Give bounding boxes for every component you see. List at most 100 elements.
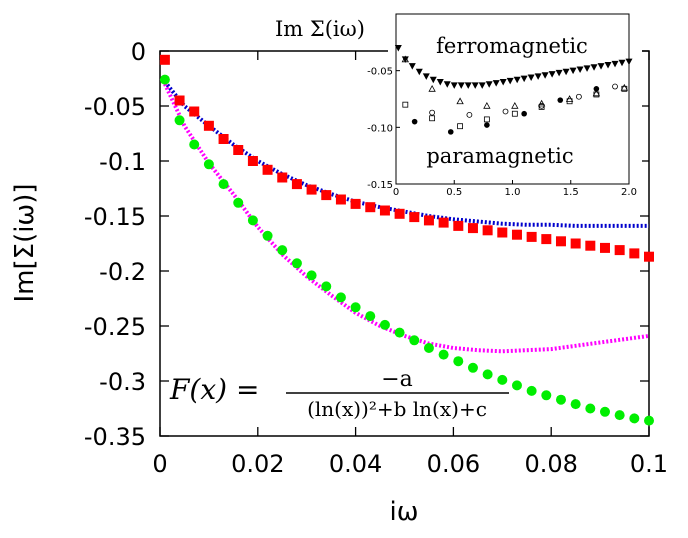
inset-point-triangle-down <box>604 62 612 69</box>
data-point-square <box>335 194 346 205</box>
inset-point-triangle-down <box>457 82 465 89</box>
inset-point-triangle-down <box>520 75 528 83</box>
data-point-circle <box>438 349 449 360</box>
y-axis-label: Im[Σ(iω)] <box>10 184 40 303</box>
data-point-square <box>306 184 317 195</box>
formula-annotation: F(x) = −a (ln(x))²+b ln(x)+c <box>169 367 509 421</box>
data-point-circle <box>233 197 244 208</box>
data-point-circle <box>541 390 552 401</box>
inset-tick-marks <box>395 70 630 185</box>
inset-point-triangle-down <box>429 76 437 84</box>
inset-title: Im Σ(iω) <box>275 17 365 41</box>
data-point-square <box>203 120 214 131</box>
data-point-square <box>379 205 390 216</box>
data-point-circle <box>614 410 625 421</box>
x-tick-label: 0.06 <box>427 450 480 478</box>
data-point-circle <box>570 399 581 410</box>
inset-point-triangle-down <box>485 81 493 88</box>
data-point-circle <box>409 335 420 346</box>
y-tick-label: -0.15 <box>84 203 146 231</box>
data-point-circle <box>203 159 214 170</box>
inset-point-circle-filled <box>557 97 564 103</box>
inset-point-square <box>593 91 600 98</box>
data-point-circle <box>511 380 522 391</box>
data-point-square <box>570 238 581 249</box>
inset-x-tick-label: 1.0 <box>505 187 521 198</box>
inset-x-tick-label: 1.5 <box>563 187 579 198</box>
data-point-square <box>438 217 449 228</box>
data-point-square <box>467 223 478 234</box>
inset-x-tick-label: 0 <box>393 187 399 198</box>
inset-point-triangle-down <box>401 56 409 63</box>
data-point-circle <box>555 394 566 405</box>
inset-point-square <box>429 115 436 122</box>
data-point-circle <box>189 139 200 150</box>
inset-x-tick-label: 2.0 <box>621 187 637 198</box>
data-point-circle <box>394 327 405 338</box>
y-tick-label: -0.25 <box>84 313 146 341</box>
inset-point-triangle-down <box>422 73 430 80</box>
data-point-square <box>629 248 640 259</box>
data-point-circle <box>379 319 390 330</box>
data-point-circle <box>423 343 434 353</box>
data-point-square <box>350 198 361 209</box>
data-point-square <box>423 215 434 226</box>
inset-point-triangle-down <box>555 69 563 77</box>
x-axis-label: iω <box>390 497 419 527</box>
inset-point-triangle-up <box>537 99 546 107</box>
data-point-circle <box>159 74 170 85</box>
data-point-square <box>394 208 405 219</box>
inset-point-triangle-down <box>527 74 535 81</box>
inset-point-triangle-down <box>548 71 556 78</box>
data-point-square <box>321 190 332 201</box>
data-point-square <box>599 242 610 253</box>
x-tick-label: 0.04 <box>329 450 382 478</box>
inset-y-tick-label: -0.05 <box>367 67 393 78</box>
data-point-square <box>365 202 376 213</box>
inset-point-triangle-down <box>450 82 458 89</box>
data-point-circle <box>306 270 317 281</box>
formula-denominator: (ln(x))²+b ln(x)+c <box>307 397 487 421</box>
data-point-square <box>511 229 522 240</box>
data-point-circle <box>321 281 332 292</box>
inset-point-triangle-down <box>464 82 472 89</box>
data-point-square <box>247 156 258 166</box>
data-point-circle <box>335 292 346 303</box>
inset-point-square <box>566 98 573 105</box>
inset-point-square <box>621 85 628 92</box>
data-point-circle <box>350 302 361 313</box>
inset-point-triangle-down <box>415 68 423 76</box>
y-tick-label: -0.1 <box>99 148 146 176</box>
data-point-circle <box>247 215 258 226</box>
inset-point-triangle-down <box>471 82 479 89</box>
inset-point-circle-filled <box>593 86 600 92</box>
data-point-circle <box>218 179 229 190</box>
x-tick-label: 0.02 <box>231 450 284 478</box>
x-tick-label: 0.08 <box>524 450 577 478</box>
inset-point-circle-filled <box>411 118 418 125</box>
inset-point-triangle-down <box>611 60 619 68</box>
inset-point-circle-filled <box>484 122 490 128</box>
data-point-square <box>526 231 537 242</box>
inset-point-square <box>457 123 463 130</box>
data-point-square <box>189 106 200 117</box>
inset-point-triangle-up <box>401 55 409 63</box>
inset-y-tick-label: -0.10 <box>367 123 393 134</box>
main-x-tick-labels: 0 0.02 0.04 0.06 0.08 0.1 <box>152 450 668 478</box>
data-point-circle <box>277 245 288 256</box>
data-point-square <box>409 212 420 223</box>
main-series <box>159 54 654 426</box>
inset-point-circle-filled <box>521 110 527 117</box>
inset-point-square <box>402 101 409 108</box>
inset-point-circle-open <box>429 109 436 116</box>
data-point-circle <box>599 406 610 417</box>
inset-point-triangle-down <box>443 81 451 88</box>
inset-point-triangle-up <box>592 89 601 97</box>
inset-point-triangle-down <box>394 45 402 52</box>
data-point-square <box>262 164 273 175</box>
inset-plot: 0 0.5 1.0 1.5 2.0 -0.05 -0.10 -0.15 Im Σ(iω) f… <box>275 5 642 199</box>
annotation-paramagnetic: paramagnetic <box>426 144 573 168</box>
data-point-circle <box>644 415 654 426</box>
y-tick-label: -0.3 <box>99 368 146 396</box>
inset-y-tick-labels: -0.05 -0.10 -0.15 <box>367 67 393 191</box>
